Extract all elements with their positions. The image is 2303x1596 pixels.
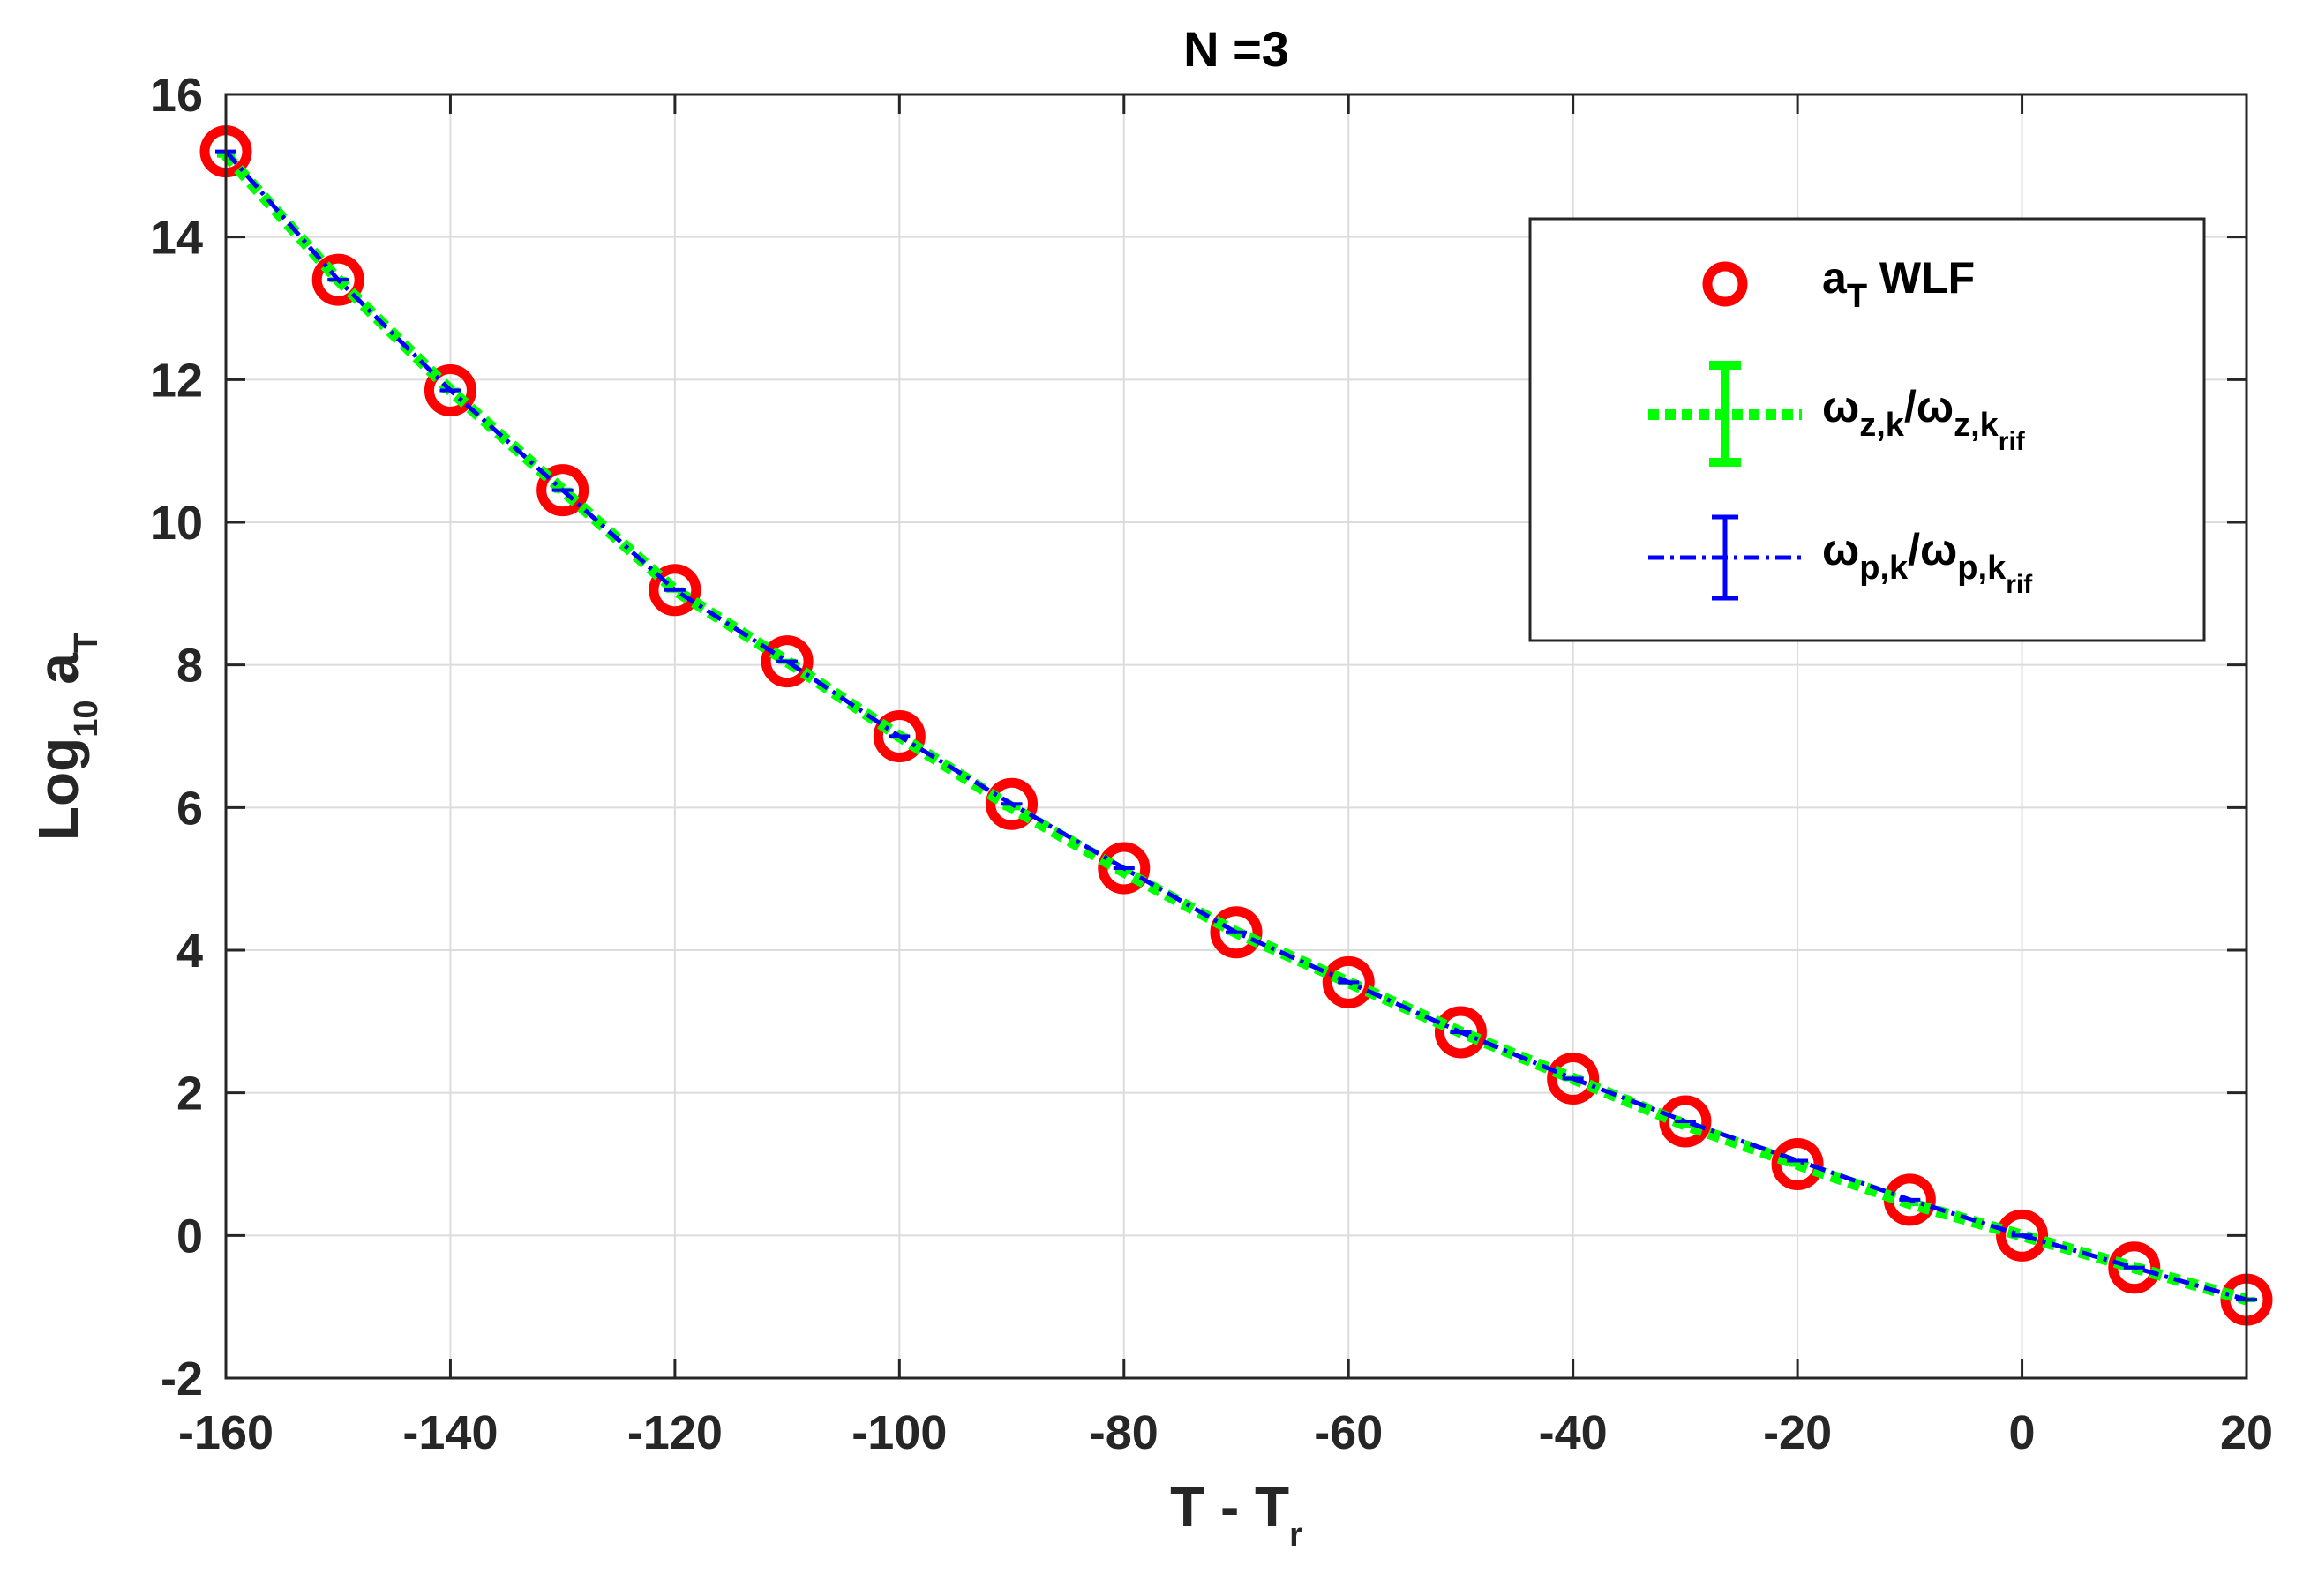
legend-marker-circle	[1702, 261, 1748, 307]
wlf-point	[2108, 1241, 2161, 1294]
wlf-point	[761, 635, 814, 688]
y-tick-label: -2	[161, 1352, 203, 1405]
x-tick-label: -100	[851, 1406, 947, 1459]
x-tick-label: -60	[1314, 1406, 1383, 1459]
y-tick-label: 14	[150, 212, 203, 265]
y-axis-label-main: Log	[26, 738, 90, 841]
wlf-point	[1771, 1138, 1824, 1190]
y-tick-label: 4	[176, 925, 203, 978]
wlf-point	[1996, 1209, 2049, 1262]
axes-box	[224, 93, 2248, 1380]
wlf-point	[1098, 842, 1151, 895]
x-tick-label: -20	[1763, 1406, 1832, 1459]
y-tick-label: 0	[176, 1210, 203, 1263]
y-axis-label-tail-sub: T	[68, 633, 105, 653]
legend-label-omega-p: ωp,k/ωp,krif	[1822, 525, 2033, 599]
series-layer	[199, 125, 2273, 1326]
y-tick-label: 2	[176, 1068, 203, 1120]
wlf-point	[1322, 955, 1375, 1008]
y-tick-label: 16	[150, 69, 203, 122]
x-axis-label-sub: r	[1289, 1517, 1302, 1554]
x-tick-label: -140	[402, 1406, 498, 1459]
wlf-point	[649, 564, 701, 617]
y-tick-label: 12	[150, 354, 203, 407]
x-axis-label-main: T - T	[1170, 1475, 1289, 1539]
y-tick-label: 8	[176, 640, 203, 693]
wlf-point	[424, 363, 476, 416]
wlf-point	[536, 464, 589, 517]
y-tick-label: 6	[176, 782, 203, 835]
x-tick-label: -160	[178, 1406, 274, 1459]
wlf-point	[1434, 1006, 1487, 1059]
legend-box	[1528, 217, 2206, 642]
x-tick-label: -120	[627, 1406, 723, 1459]
legend: aT WLF ωz,k/ωz,krif ωp,k/ωp,krif	[1528, 217, 2206, 642]
y-axis-label: Log10 aT	[26, 633, 105, 841]
x-tick-label: 20	[2220, 1406, 2273, 1459]
legend-label-omega-z: ωz,k/ωz,krif	[1822, 382, 2026, 456]
x-axis-label: T - Tr	[1170, 1475, 1302, 1554]
x-tick-label: -80	[1090, 1406, 1159, 1459]
wlf-point	[986, 777, 1039, 830]
wlf-point	[1547, 1053, 1600, 1105]
wlf-point	[1210, 906, 1263, 959]
y-axis-label-sub: 10	[68, 701, 105, 738]
legend-label-wlf: aT WLF	[1822, 253, 1975, 315]
wlf-point	[311, 253, 364, 306]
wlf-point	[873, 710, 926, 762]
y-axis-label-tail: a	[26, 653, 90, 701]
chart-title: N =3	[1183, 21, 1289, 77]
x-tick-label: 0	[2009, 1406, 2036, 1459]
x-tick-label: -40	[1539, 1406, 1608, 1459]
y-tick-label: 10	[150, 497, 203, 550]
